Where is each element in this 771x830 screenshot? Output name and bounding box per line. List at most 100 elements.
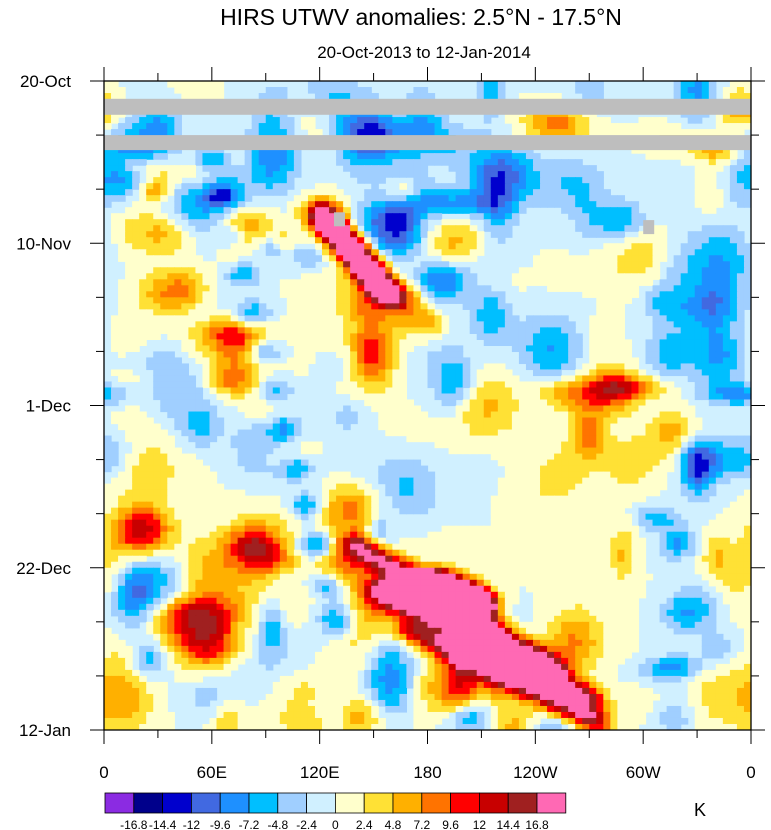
field-cell xyxy=(455,345,464,353)
field-cell xyxy=(364,93,372,100)
field-cell xyxy=(568,195,576,202)
field-cell xyxy=(336,315,344,322)
field-cell xyxy=(343,339,351,347)
field-cell xyxy=(603,429,611,437)
field-cell xyxy=(680,351,689,359)
field-cell xyxy=(167,519,175,527)
field-cell xyxy=(518,279,527,286)
field-cell xyxy=(617,303,626,310)
field-cell xyxy=(455,189,464,196)
field-cell xyxy=(237,303,246,310)
field-cell xyxy=(701,351,710,359)
field-cell xyxy=(174,267,182,274)
field-cell xyxy=(279,87,288,94)
field-cell xyxy=(139,537,147,545)
field-cell xyxy=(167,495,175,503)
field-cell xyxy=(497,495,506,503)
field-cell xyxy=(343,489,351,497)
field-cell xyxy=(244,177,253,184)
field-cell xyxy=(378,165,386,172)
field-cell xyxy=(223,201,232,208)
field-cell xyxy=(462,183,471,190)
field-cell xyxy=(589,261,597,268)
field-cell xyxy=(413,315,422,322)
field-cell xyxy=(497,213,506,220)
field-cell xyxy=(603,297,611,304)
field-cell xyxy=(104,531,112,539)
field-cell xyxy=(511,321,520,328)
field-cell xyxy=(596,417,604,425)
field-cell xyxy=(575,441,583,449)
field-cell xyxy=(139,297,147,304)
field-cell xyxy=(251,459,260,467)
field-cell xyxy=(525,513,534,521)
field-cell xyxy=(146,495,154,503)
field-cell xyxy=(244,339,253,347)
field-cell xyxy=(455,249,464,256)
field-cell xyxy=(125,255,133,262)
field-cell xyxy=(511,177,520,184)
field-cell xyxy=(687,357,696,365)
field-cell xyxy=(434,123,443,130)
field-cell xyxy=(343,531,351,539)
field-cell xyxy=(645,405,654,413)
field-cell xyxy=(532,429,541,437)
field-cell xyxy=(202,489,211,497)
field-cell xyxy=(722,261,731,268)
field-cell xyxy=(610,417,618,425)
field-cell xyxy=(427,279,436,286)
field-cell xyxy=(357,375,365,383)
field-cell xyxy=(279,213,288,220)
field-cell xyxy=(624,351,633,359)
field-cell xyxy=(497,297,506,304)
field-cell xyxy=(743,387,751,395)
field-cell xyxy=(399,321,407,328)
field-cell xyxy=(540,177,548,184)
field-cell xyxy=(554,261,562,268)
field-cell xyxy=(300,195,309,202)
field-cell xyxy=(104,453,112,461)
field-cell xyxy=(357,249,365,256)
field-cell xyxy=(441,525,450,533)
field-cell xyxy=(413,411,422,419)
field-cell xyxy=(469,405,478,413)
field-cell xyxy=(554,189,562,196)
field-cell xyxy=(399,315,407,322)
field-cell xyxy=(568,255,576,262)
field-cell xyxy=(427,315,436,322)
field-cell xyxy=(511,165,520,172)
field-cell xyxy=(582,459,590,467)
field-cell xyxy=(518,129,527,136)
field-cell xyxy=(483,219,492,226)
field-cell xyxy=(160,375,168,383)
field-cell xyxy=(265,117,274,124)
field-cell xyxy=(701,447,710,455)
field-cell xyxy=(511,393,520,401)
field-cell xyxy=(385,207,393,214)
field-cell xyxy=(399,219,407,226)
field-cell xyxy=(406,489,415,497)
field-cell xyxy=(518,357,527,365)
field-cell xyxy=(118,213,126,220)
field-cell xyxy=(610,519,618,527)
field-cell xyxy=(511,375,520,383)
field-cell xyxy=(399,387,407,395)
field-cell xyxy=(223,351,232,359)
field-cell xyxy=(385,201,393,208)
field-cell xyxy=(378,375,386,383)
field-cell xyxy=(483,297,492,304)
field-cell xyxy=(336,417,344,425)
field-cell xyxy=(343,81,351,88)
field-cell xyxy=(343,93,351,100)
field-cell xyxy=(265,531,274,539)
field-cell xyxy=(237,453,246,461)
field-cell xyxy=(736,507,745,515)
field-cell xyxy=(617,477,626,485)
field-cell xyxy=(286,219,295,226)
field-cell xyxy=(329,297,337,304)
field-cell xyxy=(188,267,197,274)
field-cell xyxy=(631,471,640,479)
field-cell xyxy=(167,357,175,365)
field-cell xyxy=(209,261,218,268)
field-cell xyxy=(652,225,661,232)
